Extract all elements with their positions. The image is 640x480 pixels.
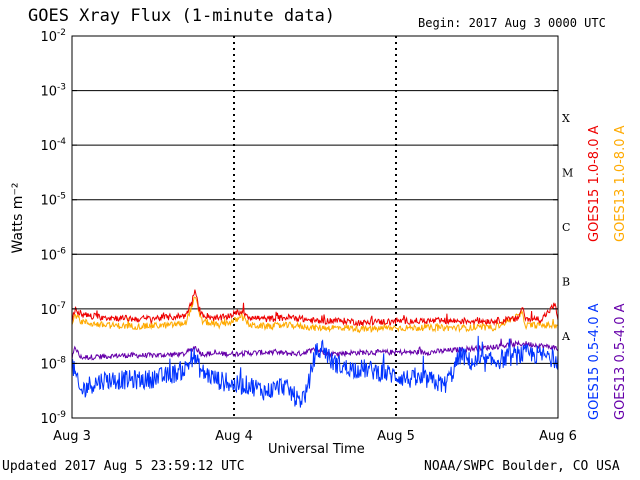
y-tick-label: 10-8 <box>40 355 66 372</box>
y-tick-label: 10-5 <box>40 192 66 209</box>
series-line-1 <box>71 289 559 327</box>
flare-class-C: C <box>562 221 570 234</box>
flare-class-A: A <box>561 330 571 343</box>
credit-text: NOAA/SWPC Boulder, CO USA <box>424 459 620 474</box>
x-tick-label: Aug 3 <box>53 429 91 444</box>
y-tick-label: 10-9 <box>40 410 66 427</box>
series-line-3 <box>71 335 559 408</box>
plot-frame <box>71 35 559 419</box>
grid-lines <box>72 36 558 418</box>
flare-class-labels: A B C M X <box>561 112 573 343</box>
x-tick-label: Aug 4 <box>215 429 253 444</box>
chart-title: GOES Xray Flux (1-minute data) <box>28 6 336 26</box>
y-tick-label: 10-6 <box>40 246 66 263</box>
legend-entry-3: GOES15 0.5-4.0 A <box>587 303 602 420</box>
begin-time: Begin: 2017 Aug 3 0000 UTC <box>418 16 606 30</box>
y-axis-title: Watts m⁻² <box>10 183 26 254</box>
x-axis-title: Universal Time <box>268 442 365 457</box>
data-series <box>71 289 559 408</box>
updated-timestamp: Updated 2017 Aug 5 23:59:12 UTC <box>2 459 245 474</box>
y-tick-label: 10-4 <box>40 137 66 154</box>
x-tick-label: Aug 6 <box>539 429 577 444</box>
flare-class-B: B <box>562 276 570 289</box>
y-tick-label: 10-3 <box>40 83 66 100</box>
flare-class-X: X <box>562 112 570 125</box>
y-tick-label: 10-2 <box>40 28 66 45</box>
x-tick-labels: Aug 3 Aug 4 Aug 5 Aug 6 <box>53 429 577 444</box>
flare-class-M: M <box>562 166 573 179</box>
legend-entry-2: GOES13 1.0-8.0 A <box>613 125 628 242</box>
legend: GOES15 1.0-8.0 A GOES13 1.0-8.0 A GOES15 0… <box>587 125 628 420</box>
y-tick-labels: 10-9 10-8 10-7 10-6 10-5 10-4 10-3 10-2 <box>40 28 558 427</box>
legend-entry-1: GOES15 1.0-8.0 A <box>587 125 602 242</box>
legend-entry-4: GOES13 0.5-4.0 A <box>613 303 628 420</box>
series-line-2 <box>71 296 559 334</box>
x-tick-label: Aug 5 <box>377 429 415 444</box>
y-tick-label: 10-7 <box>40 301 66 318</box>
